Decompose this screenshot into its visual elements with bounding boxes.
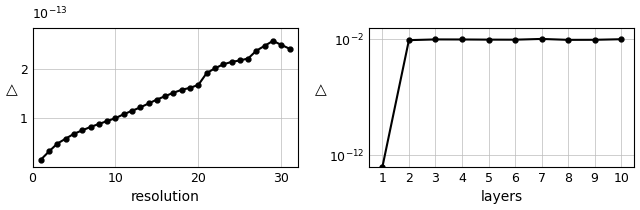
X-axis label: layers: layers: [481, 190, 523, 205]
Y-axis label: △: △: [6, 82, 17, 97]
Y-axis label: △: △: [314, 82, 326, 97]
Text: $10^{-13}$: $10^{-13}$: [33, 5, 68, 22]
X-axis label: resolution: resolution: [131, 190, 200, 205]
